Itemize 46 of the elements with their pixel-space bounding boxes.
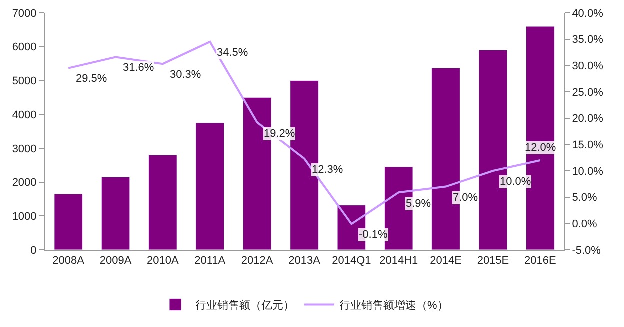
data-label: 12.3%: [312, 164, 344, 176]
y2-tick-label: 40.0%: [572, 8, 604, 20]
legend-label: 行业销售额（亿元）: [196, 299, 294, 312]
x-tick-label: 2011A: [194, 255, 226, 268]
data-label: 5.9%: [406, 198, 432, 210]
data-label: 10.0%: [500, 176, 532, 188]
y-tick-label: 6000: [12, 42, 37, 54]
data-label: 7.0%: [453, 192, 478, 204]
y2-tick-label: 30.0%: [572, 60, 604, 73]
y-tick-label: 2000: [12, 177, 37, 190]
x-tick-label: 2014Q1: [332, 255, 372, 268]
y2-tick-label: 5.0%: [572, 192, 598, 204]
x-tick-label: 2014H1: [380, 255, 418, 268]
y-tick-label: 7000: [12, 8, 37, 20]
y2-tick-label: 35.0%: [572, 34, 604, 46]
data-label: -0.1%: [359, 229, 388, 241]
x-tick-label: 2015E: [477, 255, 510, 268]
y-tick-label: 4000: [12, 109, 37, 122]
y-tick-label: 3000: [12, 143, 37, 156]
data-label: 19.2%: [264, 128, 296, 140]
y-tick-label: 1000: [12, 210, 37, 223]
bar: [54, 194, 83, 250]
bar: [196, 122, 225, 250]
y2-tick-label: 10.0%: [572, 166, 604, 178]
x-tick-label: 2008A: [52, 255, 86, 268]
x-tick-label: 2010A: [147, 255, 180, 268]
legend-label: 行业销售额增速（%）: [340, 299, 448, 312]
data-label: 34.5%: [217, 47, 248, 59]
x-tick-label: 2016E: [524, 255, 556, 268]
bar: [101, 176, 130, 250]
y2-tick-label: 0.0%: [572, 218, 598, 231]
data-label: 30.3%: [170, 69, 202, 81]
bar: [148, 154, 178, 250]
y-tick-label: 5000: [12, 76, 37, 88]
y-tick-label: 0: [30, 244, 37, 257]
x-tick-label: 2012A: [241, 255, 274, 268]
y2-tick-label: 25.0%: [572, 86, 604, 99]
x-tick-label: 2009A: [100, 255, 132, 268]
x-tick-label: 2013A: [288, 255, 322, 268]
data-label: 29.5%: [76, 73, 108, 85]
y2-tick-label: 20.0%: [572, 113, 604, 126]
y2-tick-label: 15.0%: [572, 140, 604, 152]
data-label: 12.0%: [525, 142, 556, 154]
y2-tick-label: -5.0%: [572, 244, 602, 257]
x-tick-label: 2014E: [430, 255, 462, 268]
data-label: 31.6%: [123, 62, 154, 74]
